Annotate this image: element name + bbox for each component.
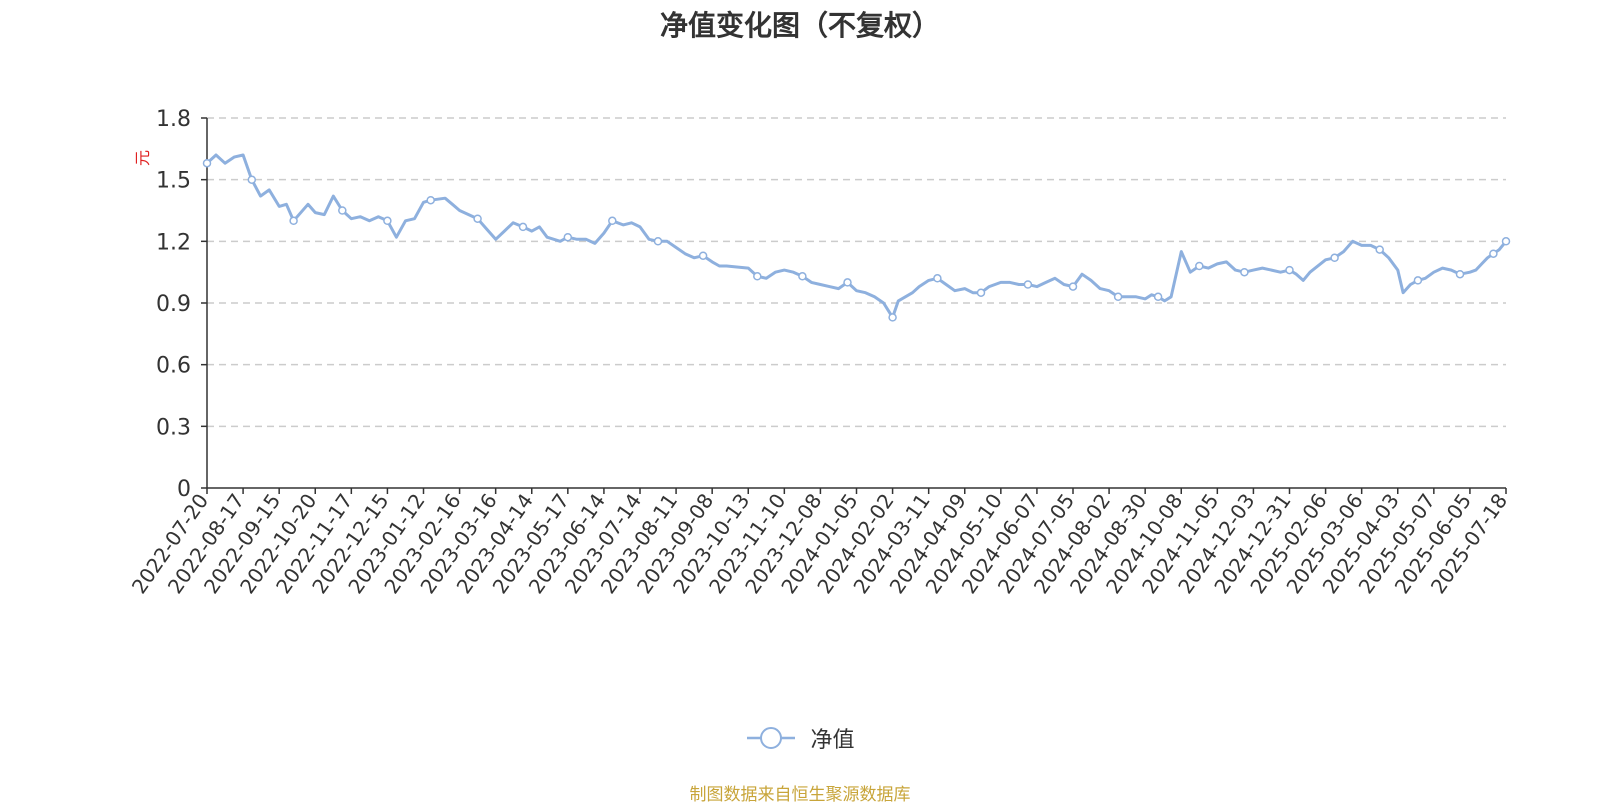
y-tick-labels: 0 0.3 0.6 0.9 1.2 1.5 1.8 xyxy=(156,107,191,502)
data-point xyxy=(383,216,392,226)
y-axis-label: 元 xyxy=(133,150,152,166)
axes xyxy=(201,117,1507,494)
data-point xyxy=(1455,269,1465,279)
data-point xyxy=(338,206,347,215)
legend[interactable]: 净值 xyxy=(0,722,1600,754)
data-point xyxy=(976,288,986,297)
data-point xyxy=(247,175,257,184)
legend-line-circle-icon xyxy=(747,727,796,749)
grid-lines xyxy=(207,117,1506,428)
data-point xyxy=(653,237,663,246)
y-tick-label: 0.3 xyxy=(156,415,191,440)
source-note: 制图数据来自恒生聚源数据库 xyxy=(689,785,911,805)
data-point xyxy=(843,278,852,287)
y-tick-label: 1.2 xyxy=(156,230,191,255)
data-point xyxy=(563,232,573,242)
data-point xyxy=(753,272,762,281)
data-point xyxy=(798,272,807,281)
data-point xyxy=(1023,280,1033,289)
data-point xyxy=(1375,245,1384,254)
data-point xyxy=(426,195,435,205)
data-point xyxy=(1153,292,1163,302)
y-tick-label: 1.8 xyxy=(156,107,191,132)
data-point xyxy=(608,216,617,226)
data-point xyxy=(1330,253,1339,263)
data-point xyxy=(1240,267,1249,277)
chart-title: 净值变化图（不复权） xyxy=(659,9,940,42)
data-point xyxy=(698,251,708,260)
data-point xyxy=(1195,261,1204,271)
data-point xyxy=(1489,249,1498,258)
data-point xyxy=(289,216,298,226)
data-point xyxy=(518,222,528,232)
data-point xyxy=(1068,282,1078,291)
data-point xyxy=(933,274,942,283)
series-net-value xyxy=(202,153,1511,322)
y-tick-label: 1.5 xyxy=(156,169,191,194)
data-point xyxy=(888,313,897,322)
data-point xyxy=(1113,292,1123,302)
y-tick-label: 0.9 xyxy=(156,292,191,317)
data-point xyxy=(1285,265,1294,275)
data-point xyxy=(202,158,212,168)
data-point xyxy=(1501,237,1511,246)
y-tick-label: 0.6 xyxy=(156,354,191,379)
y-tick-label: 0 xyxy=(177,477,191,502)
x-tick-labels: 2022-07-202022-08-172022-09-152022-10-20… xyxy=(127,489,1512,598)
data-point xyxy=(473,214,482,223)
data-point xyxy=(1413,276,1423,285)
legend-label: 净值 xyxy=(810,728,855,753)
